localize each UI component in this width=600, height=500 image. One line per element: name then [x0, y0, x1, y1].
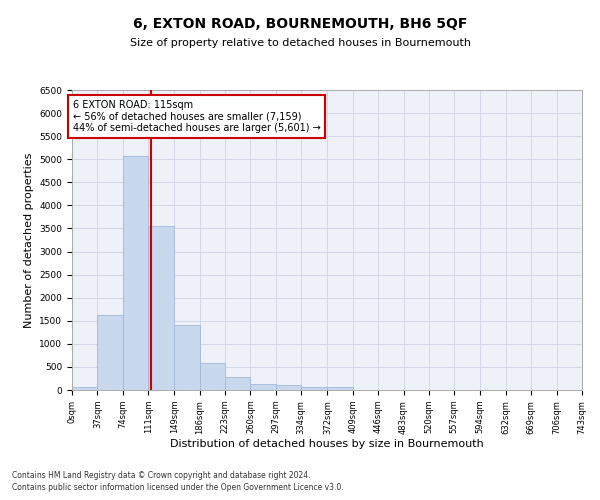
Bar	[148, 226, 173, 390]
Bar	[250, 384, 276, 390]
Text: Contains public sector information licensed under the Open Government Licence v3: Contains public sector information licen…	[12, 483, 344, 492]
Text: 6 EXTON ROAD: 115sqm
← 56% of detached houses are smaller (7,159)
44% of semi-de: 6 EXTON ROAD: 115sqm ← 56% of detached h…	[73, 100, 320, 134]
Bar	[276, 386, 301, 390]
Bar	[97, 315, 123, 390]
Text: Size of property relative to detached houses in Bournemouth: Size of property relative to detached ho…	[130, 38, 470, 48]
Bar	[225, 377, 250, 390]
Text: Contains HM Land Registry data © Crown copyright and database right 2024.: Contains HM Land Registry data © Crown c…	[12, 470, 311, 480]
Bar	[301, 386, 326, 390]
Bar	[200, 363, 225, 390]
Bar	[72, 387, 97, 390]
X-axis label: Distribution of detached houses by size in Bournemouth: Distribution of detached houses by size …	[170, 439, 484, 449]
Bar	[123, 156, 148, 390]
Text: 6, EXTON ROAD, BOURNEMOUTH, BH6 5QF: 6, EXTON ROAD, BOURNEMOUTH, BH6 5QF	[133, 18, 467, 32]
Bar	[174, 326, 200, 390]
Y-axis label: Number of detached properties: Number of detached properties	[24, 152, 34, 328]
Bar	[328, 388, 353, 390]
